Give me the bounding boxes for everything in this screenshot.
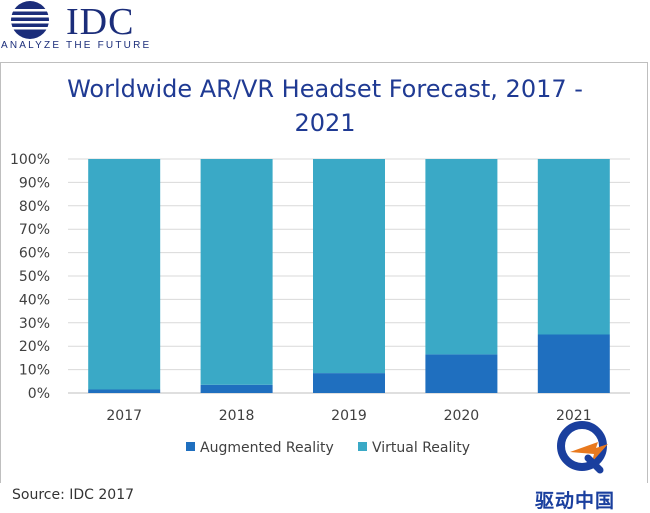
- bar-virtual-reality: [425, 159, 498, 355]
- x-tick-label: 2017: [106, 408, 142, 424]
- x-tick-label: 2021: [556, 408, 592, 424]
- bar-virtual-reality: [537, 159, 610, 335]
- bar-augmented-reality: [200, 384, 273, 393]
- chart-title-line2: 2021: [294, 109, 356, 137]
- bar-virtual-reality: [200, 159, 273, 385]
- y-tick-label: 70%: [19, 222, 50, 238]
- source-note: Source: IDC 2017: [12, 487, 135, 503]
- x-tick-label: 2019: [331, 408, 367, 424]
- idc-logo: IDC ANALYZE THE FUTURE: [0, 0, 160, 56]
- bar-virtual-reality: [313, 159, 385, 374]
- bar-augmented-reality: [313, 373, 385, 393]
- y-tick-label: 50%: [19, 269, 50, 285]
- legend-swatch: [186, 442, 195, 451]
- logo-name: IDC: [66, 1, 135, 43]
- watermark-logo: [548, 418, 628, 482]
- watermark-text: 驱动中国: [535, 490, 616, 512]
- bar-chart: 0% 10% 20% 30% 40% 50% 60% 70% 80% 90% 100% 2017 20…: [10, 152, 630, 456]
- y-tick-label: 90%: [19, 175, 50, 191]
- x-tick-label: 2020: [444, 408, 480, 424]
- y-tick-label: 0%: [28, 386, 50, 402]
- legend-swatch: [358, 442, 367, 451]
- y-tick-label: 80%: [19, 199, 50, 215]
- y-tick-label: 10%: [19, 363, 50, 379]
- bar-augmented-reality: [425, 354, 498, 393]
- x-tick-label: 2018: [219, 408, 255, 424]
- logo-tagline: ANALYZE THE FUTURE: [1, 40, 152, 51]
- y-tick-label: 100%: [10, 152, 50, 168]
- y-tick-label: 30%: [19, 316, 50, 332]
- legend-label: Virtual Reality: [372, 440, 470, 456]
- legend-label: Augmented Reality: [200, 440, 334, 456]
- idc-globe-icon: [8, 1, 52, 39]
- chart-title-line1: Worldwide AR/VR Headset Forecast, 2017 -: [67, 75, 583, 103]
- y-tick-label: 20%: [19, 339, 50, 355]
- bar-augmented-reality: [88, 389, 161, 393]
- bar-augmented-reality: [537, 334, 610, 393]
- y-tick-label: 60%: [19, 246, 50, 262]
- bar-virtual-reality: [88, 159, 161, 390]
- y-tick-label: 40%: [19, 292, 50, 308]
